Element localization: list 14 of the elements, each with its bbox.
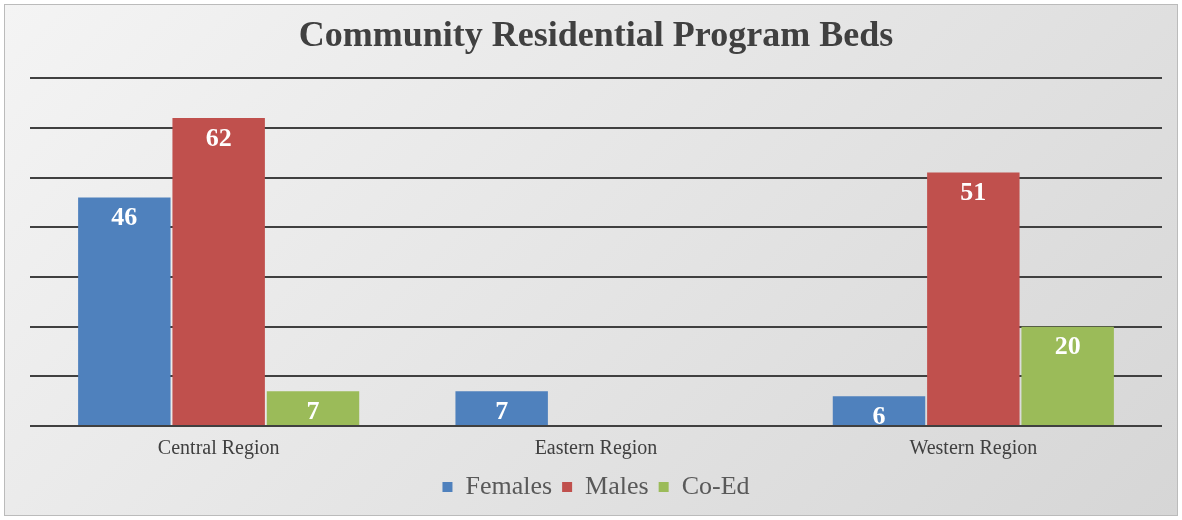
data-label: 51 — [960, 177, 987, 207]
x-tick-label: Western Region — [909, 436, 1038, 460]
data-label: 7 — [306, 395, 320, 425]
x-tick-label: Eastern Region — [534, 436, 658, 460]
data-label: 7 — [495, 395, 509, 425]
data-label: 20 — [1054, 331, 1081, 361]
x-tick-label: Central Region — [157, 436, 280, 460]
legend-label: Females — [465, 470, 553, 500]
legend-label: Males — [585, 470, 649, 500]
data-label: 6 — [872, 400, 886, 430]
legend-label: Co-Ed — [681, 470, 750, 500]
chart-title: Community Residential Program Beds — [298, 13, 894, 54]
data-label: 46 — [111, 202, 138, 232]
data-label: 62 — [205, 122, 232, 152]
